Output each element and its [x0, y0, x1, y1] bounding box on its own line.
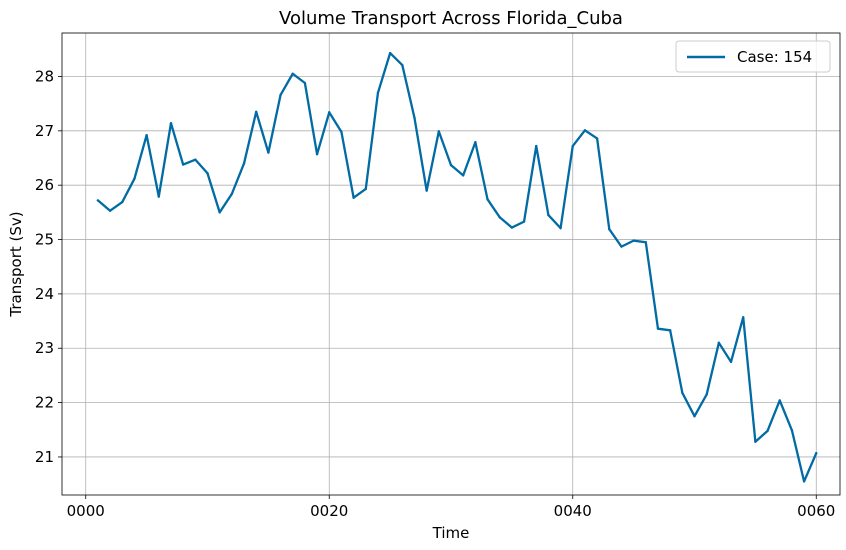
y-tick-label: 28: [35, 67, 54, 85]
data-point: [121, 200, 124, 204]
data-point: [766, 429, 769, 433]
series-layer: [96, 51, 818, 483]
legend-box: [675, 40, 831, 73]
data-point: [754, 440, 757, 443]
series-line: [96, 51, 818, 483]
data-point: [230, 192, 234, 196]
data-point: [620, 245, 623, 248]
data-point: [717, 341, 721, 345]
data-point: [437, 130, 441, 133]
plot-frame: [61, 32, 841, 496]
data-point: [108, 209, 112, 212]
data-point: [474, 141, 477, 144]
data-point: [291, 72, 294, 75]
data-point: [206, 172, 209, 175]
data-point: [194, 158, 197, 161]
data-point: [133, 177, 136, 180]
data-point: [742, 316, 745, 319]
data-point: [425, 189, 428, 192]
y-tick-label: 27: [35, 122, 54, 140]
chart-title: Volume Transport Across Florida_Cuba: [279, 8, 623, 29]
data-point: [547, 213, 550, 217]
data-point: [413, 116, 416, 119]
data-point: [815, 451, 818, 455]
data-point: [668, 329, 672, 332]
data-point: [145, 133, 148, 137]
data-point: [401, 63, 404, 67]
y-tick-label: 21: [35, 448, 54, 466]
data-point: [681, 391, 684, 395]
y-tick-label: 22: [35, 394, 54, 412]
data-point: [705, 393, 708, 396]
data-point: [729, 360, 733, 364]
x-tick-label: 0000: [67, 502, 105, 520]
y-tick-label: 23: [35, 339, 54, 357]
data-point: [608, 228, 611, 231]
data-point: [522, 220, 526, 223]
data-point: [790, 429, 794, 432]
data-point: [157, 195, 160, 198]
x-tick-label: 0060: [797, 502, 835, 520]
data-point: [693, 414, 696, 418]
data-point: [583, 129, 587, 132]
data-point: [352, 196, 355, 199]
x-axis-label: Time: [432, 524, 470, 542]
y-tick-label: 26: [35, 176, 54, 194]
data-point: [644, 241, 648, 244]
ticks: 0000 0020 0040 0060 21 22 23 24 25 26 27 28: [35, 67, 835, 520]
data-point: [242, 162, 246, 165]
data-point: [486, 198, 489, 201]
data-point: [449, 163, 453, 167]
data-point: [656, 327, 660, 330]
data-point: [267, 151, 270, 154]
data-point: [364, 187, 367, 191]
data-point: [96, 199, 100, 202]
data-point: [328, 111, 331, 114]
data-point: [303, 81, 307, 85]
data-point: [254, 110, 258, 114]
y-tick-label: 25: [35, 231, 54, 249]
y-axis-label: Transport (Sv): [7, 211, 25, 317]
legend: Case: 154: [675, 40, 831, 73]
data-point: [169, 122, 173, 125]
data-point: [510, 226, 514, 229]
data-point: [535, 144, 538, 148]
data-point: [559, 226, 562, 230]
data-point: [218, 211, 221, 214]
data-point: [571, 144, 574, 148]
data-point: [315, 153, 319, 156]
data-point: [802, 480, 806, 483]
y-tick-label: 24: [35, 285, 54, 303]
data-point: [498, 216, 501, 219]
data-point: [632, 239, 635, 242]
data-point: [340, 130, 343, 134]
data-point: [595, 137, 599, 140]
legend-label: Case: 154: [737, 48, 812, 66]
data-point: [376, 91, 380, 94]
data-point: [461, 174, 465, 177]
x-tick-label: 0040: [554, 502, 592, 520]
data-point: [778, 399, 781, 402]
grid: [62, 33, 840, 495]
x-tick-label: 0020: [310, 502, 348, 520]
data-point: [388, 51, 392, 55]
data-point: [181, 163, 185, 166]
data-point: [279, 93, 282, 97]
